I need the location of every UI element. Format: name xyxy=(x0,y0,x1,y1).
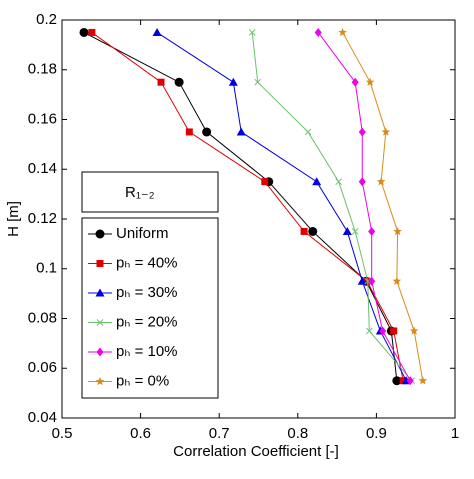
marker xyxy=(228,77,238,86)
x-axis-label: Correlation Coefficient [-] xyxy=(173,443,339,460)
x-tick-label: 1 xyxy=(451,425,459,442)
legend-title-box xyxy=(81,171,219,213)
marker xyxy=(357,276,367,285)
marker xyxy=(96,260,104,267)
marker xyxy=(248,29,256,36)
marker xyxy=(399,377,407,385)
marker xyxy=(392,376,402,386)
y-tick-label: 0.14 xyxy=(28,160,57,177)
x-tick-label: 0.7 xyxy=(209,425,230,442)
marker xyxy=(312,177,322,186)
series-line xyxy=(251,32,413,382)
marker xyxy=(363,277,371,285)
marker xyxy=(368,276,376,286)
marker xyxy=(358,127,366,137)
marker xyxy=(152,27,162,36)
marker xyxy=(88,28,96,36)
marker xyxy=(202,127,212,137)
marker xyxy=(335,178,343,186)
series-line xyxy=(91,32,404,381)
legend-box xyxy=(81,217,219,399)
y-tick-label: 0.2 xyxy=(36,11,57,28)
marker xyxy=(254,78,262,86)
marker xyxy=(409,326,419,335)
marker xyxy=(368,226,376,236)
marker xyxy=(96,319,104,326)
series-line xyxy=(342,32,424,381)
marker xyxy=(314,27,322,37)
marker xyxy=(342,226,352,235)
y-axis-label: H [m] xyxy=(5,201,22,237)
legend-title: R₁₋₂ xyxy=(125,184,155,201)
marker xyxy=(96,347,104,357)
legend-label: pₕ = 20% xyxy=(116,313,178,330)
marker xyxy=(300,227,308,235)
marker xyxy=(392,276,402,285)
marker xyxy=(406,376,414,386)
marker xyxy=(393,226,402,236)
marker xyxy=(376,177,386,186)
marker xyxy=(95,229,105,239)
legend-label: pₕ = 30% xyxy=(116,284,178,301)
series-line xyxy=(156,32,407,381)
x-tick-label: 0.8 xyxy=(287,425,308,442)
series-line xyxy=(317,32,411,381)
marker xyxy=(157,78,165,86)
marker xyxy=(358,177,366,187)
marker xyxy=(304,128,312,136)
y-tick-label: 0.12 xyxy=(28,210,57,227)
marker xyxy=(379,326,387,336)
marker xyxy=(381,127,391,136)
marker xyxy=(365,327,373,335)
marker xyxy=(185,128,193,136)
marker xyxy=(390,327,398,335)
legend-label: pₕ = 10% xyxy=(116,343,178,360)
legend-label: pₕ = 0% xyxy=(116,372,169,389)
marker xyxy=(79,27,89,37)
marker xyxy=(95,377,105,386)
marker xyxy=(351,77,359,87)
y-tick-label: 0.04 xyxy=(28,409,57,426)
y-tick-label: 0.16 xyxy=(28,110,57,127)
series-line xyxy=(83,31,398,381)
legend-label: Uniform xyxy=(116,225,169,242)
y-tick-label: 0.18 xyxy=(28,61,57,78)
marker xyxy=(95,288,105,297)
x-tick-label: 0.6 xyxy=(130,425,151,442)
x-tick-label: 0.5 xyxy=(52,425,73,442)
marker xyxy=(308,226,318,236)
marker xyxy=(174,77,184,87)
marker xyxy=(365,77,375,86)
x-tick-label: 0.9 xyxy=(366,425,387,442)
y-tick-label: 0.1 xyxy=(36,260,57,277)
marker xyxy=(261,178,269,186)
marker xyxy=(351,228,359,235)
y-tick-label: 0.06 xyxy=(28,359,57,376)
marker xyxy=(338,27,347,37)
legend-label: pₕ = 40% xyxy=(116,254,178,271)
marker xyxy=(236,127,246,136)
marker xyxy=(418,376,428,385)
y-tick-label: 0.08 xyxy=(28,309,57,326)
